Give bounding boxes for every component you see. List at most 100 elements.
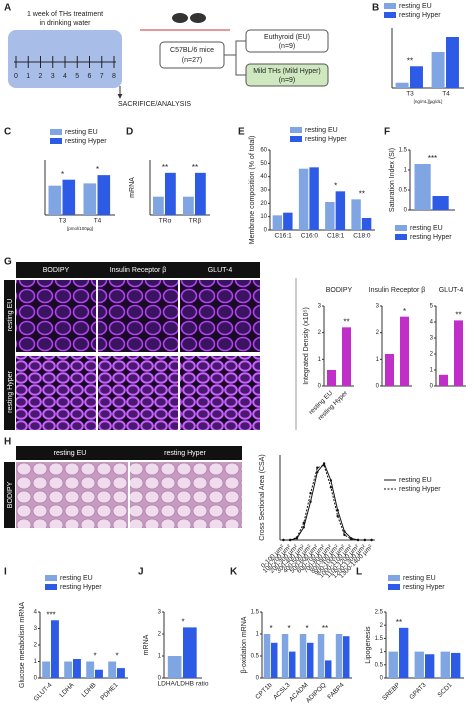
- point: [316, 470, 319, 474]
- diagram-text: 1 week of THs treatment: [27, 11, 103, 18]
- x-note: [pmol/100µg]: [67, 226, 93, 231]
- y-tick-label: 1.5: [375, 636, 384, 642]
- significance: *: [403, 307, 406, 316]
- bar: [299, 634, 307, 678]
- bar: [195, 172, 206, 215]
- side-bar: [4, 280, 15, 430]
- x-tick-label: C18:0: [353, 233, 371, 240]
- bar: [309, 167, 319, 230]
- y-tick-label: 3: [430, 336, 434, 342]
- y-axis-label: Membrane composition (% of total): [249, 136, 256, 245]
- legend-label: resting Hyper: [65, 138, 107, 145]
- x-tick-label: CPT1b: [254, 681, 274, 701]
- day-label: 6: [88, 73, 92, 80]
- bar: [183, 196, 194, 215]
- diagram-text: (n=9): [279, 77, 296, 84]
- bar: [388, 651, 398, 678]
- y-tick-label: 0: [318, 384, 322, 390]
- y-tick-label: 1: [376, 357, 380, 363]
- legend-label: resting Hyper: [410, 234, 452, 241]
- y-tick-label: 0: [430, 384, 434, 390]
- x-tick-label: C16:0: [301, 233, 319, 240]
- legend-swatch: [50, 129, 62, 135]
- x-tick-label: GPAT3: [408, 681, 428, 701]
- y-tick-label: 1.5: [399, 148, 408, 154]
- x-tick-label: SCD1: [436, 681, 453, 698]
- diagram-text: in drinking water: [40, 20, 92, 27]
- point: [302, 521, 305, 525]
- line: [283, 464, 372, 541]
- legend-label: resting EU: [399, 3, 432, 10]
- column-label: resting EU: [54, 450, 87, 457]
- legend-swatch: [395, 234, 407, 240]
- legend-label: resting Hyper: [403, 584, 445, 591]
- y-tick-label: 10: [260, 214, 267, 220]
- bar: [414, 651, 424, 678]
- bar: [272, 215, 283, 230]
- mice-icon: [172, 13, 206, 23]
- bar: [271, 642, 278, 678]
- bar: [86, 661, 95, 678]
- significance: **: [396, 618, 402, 627]
- micrograph: [16, 280, 96, 352]
- point: [288, 538, 292, 542]
- legend-swatch: [290, 136, 302, 142]
- bar: [432, 196, 449, 210]
- bar: [97, 175, 111, 215]
- legend-label: resting EU: [65, 129, 98, 136]
- y-axis-label: Lipogenesis: [365, 626, 372, 664]
- bar: [399, 627, 409, 678]
- y-tick-label: 2: [318, 330, 322, 336]
- x-tick-label: T4: [442, 91, 450, 98]
- y-tick-label: 0: [404, 208, 408, 214]
- y-tick-label: 0.5: [375, 662, 384, 668]
- x-tick-label: LDHA/LDHB ratio: [158, 681, 209, 688]
- y-tick-label: 4: [430, 320, 434, 326]
- y-tick-label: 0: [34, 676, 38, 682]
- bar: [298, 168, 309, 230]
- bar: [289, 651, 296, 678]
- y-tick-label: 2: [34, 643, 38, 649]
- y-tick-label: 20: [260, 201, 267, 207]
- micrograph: [180, 280, 260, 352]
- row-label: resting EU: [7, 299, 14, 332]
- legend-label: resting Hyper: [399, 486, 441, 493]
- y-tick-label: 50: [260, 161, 267, 167]
- y-tick-label: 1.5: [251, 610, 260, 616]
- x-tick-label: T3: [59, 218, 67, 225]
- panel-letter: B: [372, 3, 379, 14]
- point: [282, 538, 285, 542]
- y-tick-label: 2.5: [375, 610, 384, 616]
- legend-swatch: [45, 584, 57, 590]
- y-axis-label: Integrated Density (x10⁵): [303, 307, 310, 385]
- diagram-text: SACRIFICE/ANALYSIS: [118, 101, 191, 108]
- micrograph: [16, 462, 128, 528]
- y-tick-label: 1: [256, 632, 260, 638]
- y-tick-label: 4: [34, 610, 38, 616]
- y-axis-label: Glucose metabolism mRNA: [19, 602, 26, 688]
- bar: [42, 661, 51, 678]
- significance: *: [96, 165, 99, 174]
- y-axis-label: β-oxidation mRNA: [241, 616, 248, 673]
- bar: [385, 354, 394, 386]
- y-tick-label: 0: [256, 676, 260, 682]
- panel-letter: K: [230, 567, 238, 578]
- column-label: BODIPY: [43, 267, 70, 274]
- point: [302, 526, 305, 529]
- legend-label: resting EU: [60, 575, 93, 582]
- column-label: Insulin Receptor β: [110, 267, 167, 274]
- significance: *: [181, 618, 184, 627]
- row-label: BODIPY: [7, 481, 14, 508]
- bar: [440, 651, 450, 678]
- legend-label: resting EU: [403, 575, 436, 582]
- row-label: resting Hyper: [7, 371, 14, 413]
- significance: *: [115, 652, 118, 661]
- point: [343, 530, 346, 533]
- panel-letter: F: [384, 127, 390, 138]
- bar: [307, 642, 314, 678]
- legend-label: resting EU: [410, 225, 443, 232]
- bar: [73, 659, 81, 678]
- y-tick-label: 3: [34, 626, 38, 632]
- significance: *: [305, 624, 308, 633]
- bar: [439, 374, 448, 386]
